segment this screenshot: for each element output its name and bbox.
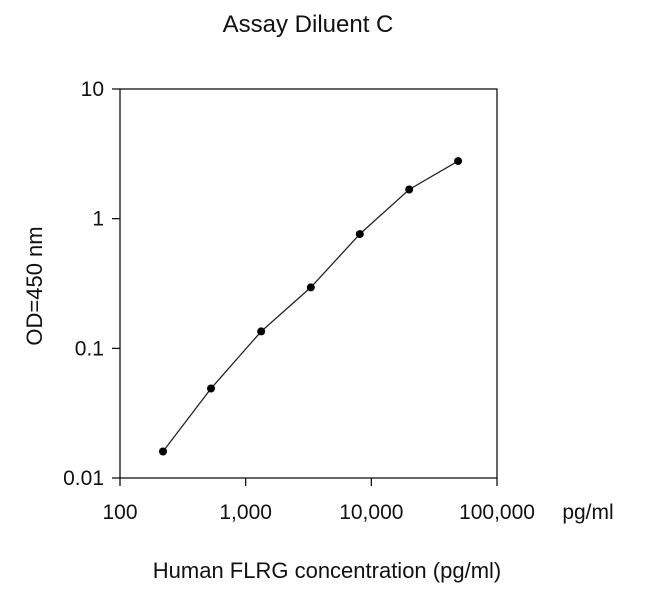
y-tick-label: 0.1 — [75, 337, 104, 360]
data-point — [257, 327, 266, 336]
x-tick-label: 10,000 — [339, 501, 403, 524]
y-tick-label: 10 — [81, 78, 104, 101]
data-point — [207, 384, 215, 393]
y-tick-label: 0.01 — [63, 467, 104, 490]
y-axis-ticks: 0.01 0.1 1 10 — [63, 78, 120, 490]
x-tick-label: 100,000 — [459, 501, 535, 524]
x-tick-label: 1,000 — [219, 501, 272, 524]
data-point — [405, 185, 414, 194]
chart-title: Assay Diluent C — [223, 11, 394, 38]
y-tick-label: 1 — [92, 208, 104, 231]
y-axis-label: OD=450 nm — [22, 226, 47, 345]
x-unit-label: pg/ml — [562, 501, 613, 524]
series-layer — [159, 157, 463, 456]
data-point — [306, 283, 315, 292]
data-point — [454, 157, 463, 166]
data-point — [159, 447, 167, 456]
x-axis-ticks: 100 1,000 10,000 100,000 — [102, 478, 535, 524]
data-point — [355, 230, 364, 239]
plot-frame — [119, 88, 498, 479]
x-tick-label: 100 — [102, 501, 137, 524]
series-line — [162, 160, 459, 452]
x-axis-label: Human FLRG concentration (pg/ml) — [153, 558, 501, 583]
